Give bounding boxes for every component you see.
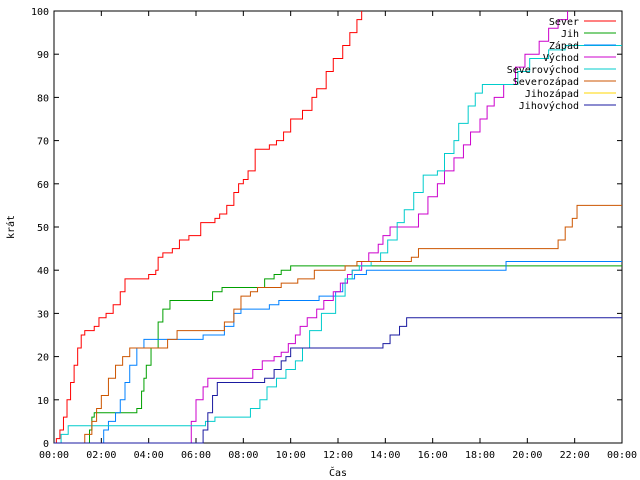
x-tick-label: 02:00 <box>86 450 116 461</box>
legend-label: Západ <box>549 40 579 52</box>
y-tick-label: 10 <box>37 396 49 407</box>
y-tick-label: 60 <box>37 180 49 191</box>
legend-label: Jihozápad <box>525 88 579 100</box>
y-tick-label: 20 <box>37 353 49 364</box>
x-tick-label: 10:00 <box>276 450 306 461</box>
y-tick-label: 30 <box>37 309 49 320</box>
legend-label: Severozápad <box>513 76 579 88</box>
x-axis-label: Čas <box>329 466 347 479</box>
series-line-Jihovýchod <box>54 317 622 444</box>
series-line-Západ <box>54 261 622 444</box>
x-tick-label: 04:00 <box>134 450 164 461</box>
x-tick-label: 16:00 <box>418 450 448 461</box>
legend-label: Jihovýchod <box>519 100 579 112</box>
x-tick-label: 20:00 <box>512 450 542 461</box>
y-tick-label: 70 <box>37 137 49 148</box>
series-line-Východ <box>54 11 569 444</box>
y-axis-label: krát <box>5 215 17 239</box>
y-tick-label: 100 <box>31 7 49 18</box>
x-tick-label: 08:00 <box>228 450 258 461</box>
x-tick-label: 06:00 <box>181 450 211 461</box>
y-tick-label: 80 <box>37 93 49 104</box>
y-tick-label: 0 <box>43 439 49 450</box>
series-line-Severovýchod <box>54 45 622 444</box>
series-layer <box>54 11 622 444</box>
x-tick-label: 00:00 <box>39 450 69 461</box>
legend: SeverJihZápadVýchodSeverovýchodSeverozáp… <box>507 17 616 112</box>
y-tick-label: 40 <box>37 266 49 277</box>
series-line-Sever <box>54 11 363 444</box>
series-line-Jih <box>54 265 622 444</box>
axis-ticks: 0 10 20 30 40 50 60 70 80 90 100 00:00 02:00 04:00 06:… <box>31 7 637 461</box>
legend-label: Jih <box>561 29 579 40</box>
series-line-Severozápad <box>54 204 622 444</box>
x-tick-label: 00:00 <box>607 450 637 461</box>
legend-label: Východ <box>543 52 579 64</box>
x-tick-label: 14:00 <box>370 450 400 461</box>
y-tick-label: 50 <box>37 223 49 234</box>
y-tick-label: 90 <box>37 50 49 61</box>
legend-label: Sever <box>549 17 579 28</box>
x-tick-label: 18:00 <box>465 450 495 461</box>
x-tick-label: 22:00 <box>560 450 590 461</box>
x-tick-label: 12:00 <box>323 450 353 461</box>
legend-label: Severovýchod <box>507 64 579 76</box>
